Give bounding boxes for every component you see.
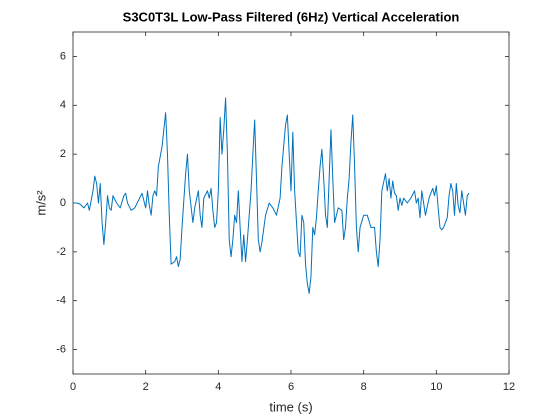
x-tick-label: 8 <box>361 381 367 393</box>
y-tick-label: -6 <box>56 343 66 355</box>
y-tick-label: 4 <box>60 99 66 111</box>
y-tick-label: -2 <box>56 246 66 258</box>
data-line <box>73 97 470 294</box>
x-tick-label: 10 <box>430 381 442 393</box>
x-tick-label: 2 <box>143 381 149 393</box>
x-tick-label: 0 <box>70 381 76 393</box>
y-tick-label: -4 <box>56 295 66 307</box>
y-axis-label: m/s² <box>33 190 48 216</box>
chart-title: S3C0T3L Low-Pass Filtered (6Hz) Vertical… <box>123 9 460 24</box>
y-tick-label: 0 <box>60 197 66 209</box>
x-tick-label: 4 <box>215 381 221 393</box>
x-axis-label: time (s) <box>269 399 312 414</box>
y-tick-label: 2 <box>60 148 66 160</box>
x-tick-label: 12 <box>503 381 515 393</box>
y-tick-label: 6 <box>60 50 66 62</box>
x-tick-label: 6 <box>288 381 294 393</box>
